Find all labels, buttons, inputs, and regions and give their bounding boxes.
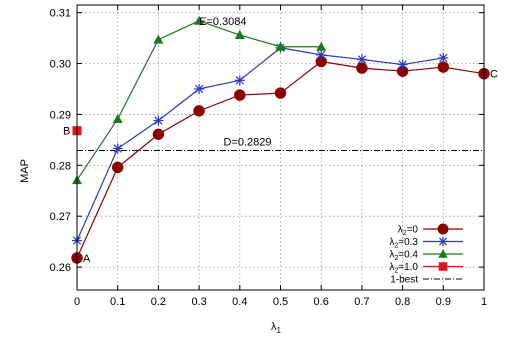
data-point bbox=[274, 87, 287, 99]
x-tick-label: 0 bbox=[74, 296, 80, 308]
x-axis-label: λ1 bbox=[271, 321, 282, 335]
legend-label-sub: 2 bbox=[403, 230, 407, 237]
x-axis-label-main: λ bbox=[271, 321, 277, 333]
x-tick-label: 0.3 bbox=[191, 296, 206, 308]
data-point-stroke bbox=[357, 55, 367, 64]
x-tick-label: 0.6 bbox=[314, 296, 329, 308]
legend-label-prefix: λ bbox=[389, 250, 394, 261]
data-point-stroke bbox=[398, 60, 407, 69]
data-point bbox=[438, 52, 449, 63]
y-tick-label: 0.27 bbox=[50, 211, 71, 223]
x-tick-label: 0.8 bbox=[395, 296, 410, 308]
data-point bbox=[234, 30, 245, 40]
legend-label-suffix: =1.0 bbox=[398, 262, 418, 273]
series-group bbox=[71, 15, 490, 264]
legend-label-prefix: λ bbox=[389, 262, 394, 273]
legend-label-sub: 2 bbox=[394, 255, 398, 262]
legend: λ2=0λ2=0.3λ2=0.4λ2=1.01-best bbox=[389, 223, 463, 286]
data-point bbox=[356, 62, 368, 74]
legend-label-suffix: =0.3 bbox=[398, 237, 418, 248]
x-axis-label-sub: 1 bbox=[277, 326, 282, 335]
legend-label-sub: 2 bbox=[394, 268, 398, 275]
series-line bbox=[76, 20, 322, 181]
data-point-stroke bbox=[439, 237, 447, 246]
data-point bbox=[275, 41, 286, 51]
legend-label: λ2=0 bbox=[398, 225, 419, 238]
data-point bbox=[194, 15, 205, 25]
legend-label-suffix: =0 bbox=[407, 225, 419, 236]
data-point bbox=[316, 41, 327, 51]
data-point bbox=[438, 236, 448, 247]
legend-label-suffix: =0.4 bbox=[398, 250, 418, 261]
data-point bbox=[234, 75, 245, 86]
data-point bbox=[397, 59, 408, 70]
data-point-stroke bbox=[154, 116, 163, 125]
x-tick-label: 0.4 bbox=[232, 296, 247, 308]
y-tick-label: 0.29 bbox=[50, 109, 71, 121]
data-point bbox=[112, 161, 124, 174]
x-tick-label: 0.1 bbox=[110, 296, 125, 308]
legend-label: λ2=0.3 bbox=[389, 237, 418, 250]
legend-label-prefix: λ bbox=[398, 225, 403, 236]
x-tick-label: 0.5 bbox=[273, 296, 288, 308]
series-0-4 bbox=[72, 15, 327, 185]
annotation-label: D=0.2829 bbox=[224, 137, 272, 149]
y-tick-label: 0.28 bbox=[50, 160, 71, 172]
x-tick-label: 0.2 bbox=[151, 296, 166, 308]
y-tick-label: 0.31 bbox=[50, 8, 71, 20]
data-point-stroke bbox=[439, 53, 448, 63]
data-point bbox=[437, 223, 449, 235]
legend-label: λ2=1.0 bbox=[389, 262, 418, 275]
data-point bbox=[438, 249, 448, 258]
annotations: A B C D=0.2829 E=0.3084 bbox=[63, 16, 498, 265]
x-tick-label: 0.7 bbox=[354, 296, 369, 308]
data-point bbox=[152, 128, 165, 140]
data-point bbox=[194, 83, 205, 94]
data-point bbox=[356, 54, 367, 65]
annotation-label: B bbox=[63, 126, 70, 138]
data-point bbox=[193, 105, 205, 117]
data-point bbox=[112, 143, 123, 154]
legend-label-sub: 2 bbox=[394, 243, 398, 250]
data-point bbox=[153, 34, 164, 44]
data-point-stroke bbox=[113, 144, 122, 153]
x-tick-label: 1 bbox=[481, 296, 487, 308]
x-tick-label: 0.9 bbox=[436, 296, 451, 308]
data-point-stroke bbox=[194, 84, 204, 94]
y-tick-label: 0.30 bbox=[50, 59, 71, 71]
data-point bbox=[234, 89, 246, 101]
legend-label: λ2=0.4 bbox=[389, 250, 418, 263]
annotation-label: E=0.3084 bbox=[199, 16, 246, 28]
data-point bbox=[316, 49, 327, 60]
y-axis-label: MAP bbox=[19, 159, 31, 183]
legend-label-prefix: λ bbox=[389, 237, 394, 248]
legend-label: 1-best bbox=[390, 275, 418, 286]
annotation-label: A bbox=[83, 253, 91, 265]
series-line bbox=[76, 47, 444, 241]
axis-ticks: 0 0.1 0.2 0.3 0.4 0.5 0.6 0.7 0.8 0.9 1 0.26 0.27 0.2… bbox=[50, 5, 487, 308]
series-0 bbox=[71, 55, 490, 264]
data-point-stroke bbox=[317, 50, 326, 60]
data-point bbox=[437, 61, 449, 73]
data-point bbox=[438, 262, 448, 271]
data-point-stroke bbox=[235, 76, 244, 85]
y-tick-label: 0.26 bbox=[50, 262, 71, 274]
data-point bbox=[112, 114, 123, 123]
annotation-label: C bbox=[490, 69, 498, 81]
data-point bbox=[153, 115, 164, 126]
